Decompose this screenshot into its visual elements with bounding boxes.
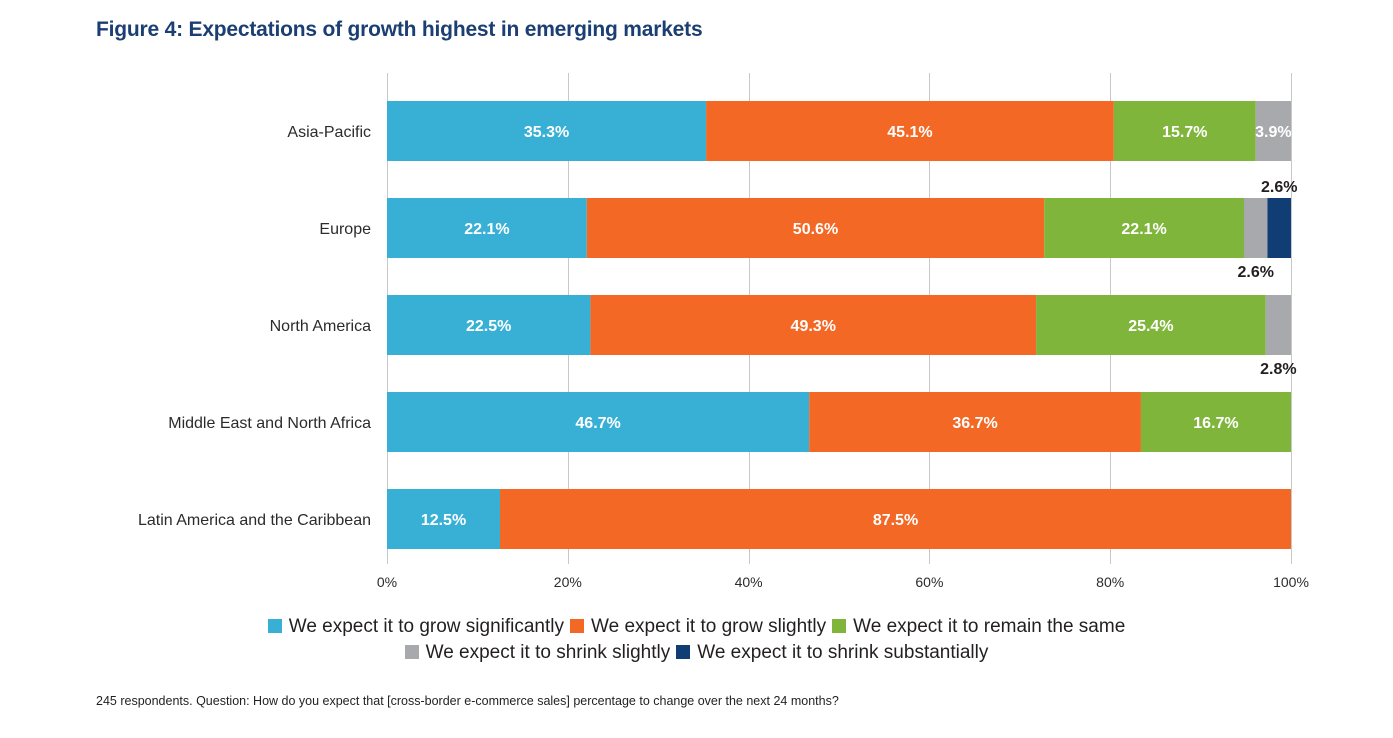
legend-swatch (267, 619, 282, 633)
data-label: 87.5% (873, 512, 918, 529)
bar-segment (387, 392, 810, 452)
bar-chart: Asia-Pacific Europe North America Middle Ea… (138, 73, 1309, 590)
data-label-outside: 2.6% (1238, 264, 1274, 281)
bar-segment (1113, 101, 1256, 161)
data-label-outside: 2.8% (1260, 361, 1296, 378)
bars (387, 101, 1291, 549)
legend-swatch (676, 645, 691, 659)
bar-segment (387, 295, 591, 355)
data-label: 22.1% (464, 221, 509, 238)
data-label: 15.7% (1162, 124, 1207, 141)
legend-swatch (570, 619, 585, 633)
data-label: 35.3% (524, 124, 569, 141)
bar-segment (586, 198, 1045, 258)
footnote: 245 respondents. Question: How do you ex… (96, 694, 839, 708)
category-label: Middle East and North Africa (168, 415, 371, 432)
data-label: 16.7% (1193, 415, 1238, 432)
data-label-outside: 2.6% (1261, 179, 1297, 196)
legend-item: We expect it to remain the same (832, 614, 1125, 640)
legend-swatch (404, 645, 419, 659)
bar-segment (1036, 295, 1266, 355)
data-label: 22.1% (1121, 221, 1166, 238)
data-label: 36.7% (952, 415, 997, 432)
legend: We expect it to grow significantly We exp… (0, 614, 1393, 666)
legend-swatch (832, 619, 847, 633)
x-tick-label: 80% (1096, 574, 1124, 590)
bar-segment (387, 198, 587, 258)
category-label: North America (270, 318, 371, 335)
bar-segment (1265, 295, 1291, 355)
bar-segment (1267, 198, 1291, 258)
bar-segment (1140, 392, 1291, 452)
x-tick-label: 60% (915, 574, 943, 590)
x-axis-ticks: 0% 20% 40% 60% 80% 100% (377, 574, 1309, 590)
legend-item: We expect it to grow slightly (570, 614, 826, 640)
bar-segment (706, 101, 1114, 161)
category-label: Europe (319, 221, 371, 238)
legend-label: We expect it to shrink slightly (425, 642, 671, 663)
legend-item: We expect it to grow significantly (267, 614, 565, 640)
data-label: 25.4% (1128, 318, 1173, 335)
bar-segment (500, 489, 1291, 549)
bar-segment (590, 295, 1037, 355)
data-label: 49.3% (791, 318, 836, 335)
data-label: 22.5% (466, 318, 511, 335)
x-tick-label: 0% (377, 574, 397, 590)
legend-label: We expect it to remain the same (853, 616, 1126, 637)
x-tick-label: 100% (1273, 574, 1309, 590)
x-tick-label: 20% (554, 574, 582, 590)
category-labels: Asia-Pacific Europe North America Middle Ea… (138, 124, 371, 529)
legend-item: We expect it to shrink substantially (676, 640, 988, 666)
bar-segment (387, 489, 500, 549)
x-tick-label: 40% (735, 574, 763, 590)
legend-label: We expect it to grow significantly (288, 616, 565, 637)
data-label: 50.6% (793, 221, 838, 238)
data-label: 3.9% (1255, 124, 1291, 141)
legend-label: We expect it to shrink substantially (697, 642, 989, 663)
data-label: 45.1% (887, 124, 932, 141)
chart-title: Figure 4: Expectations of growth highest… (96, 18, 703, 41)
category-label: Asia-Pacific (287, 124, 371, 141)
data-label: 46.7% (575, 415, 620, 432)
bar-segment (1243, 198, 1268, 258)
legend-item: We expect it to shrink slightly (404, 640, 671, 666)
bar-segment (387, 101, 707, 161)
bar-segment (1044, 198, 1244, 258)
bar-segment (1255, 101, 1291, 161)
legend-label: We expect it to grow slightly (591, 616, 827, 637)
category-label: Latin America and the Caribbean (138, 512, 371, 529)
data-label: 12.5% (421, 512, 466, 529)
data-labels: 35.3% 45.1% 15.7% 3.9% 22.1% 50.6% 22.1% 22.5% 4… (421, 124, 1298, 529)
bar-segment (809, 392, 1141, 452)
